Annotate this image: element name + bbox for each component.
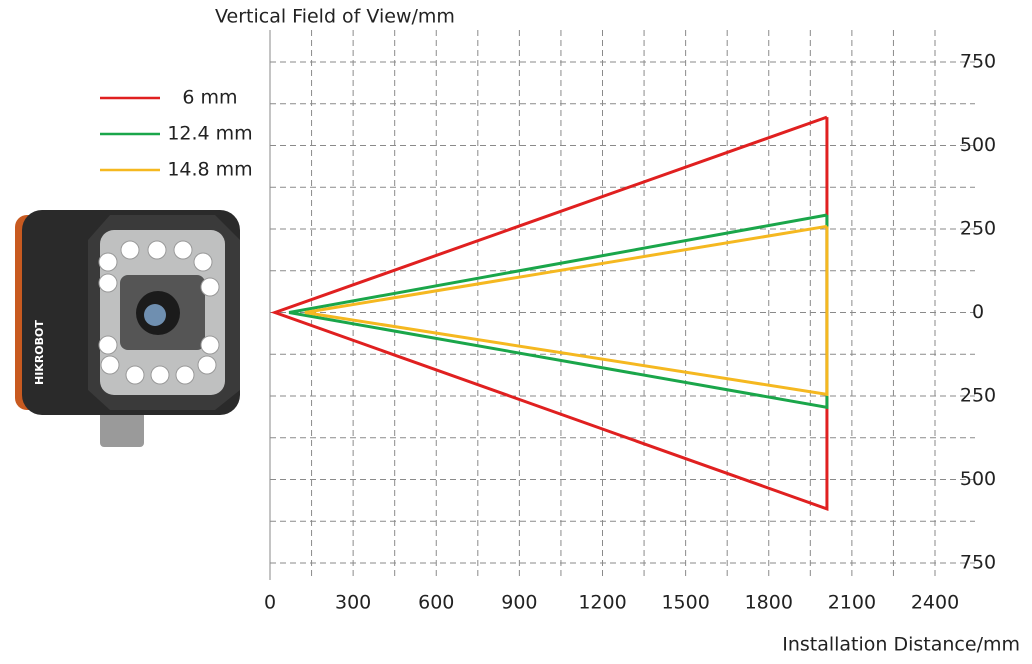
y-tick-label: 250 (960, 385, 996, 407)
legend-label: 12.4 mm (167, 123, 252, 145)
y-tick-label: 750 (960, 552, 996, 574)
x-tick-label: 1500 (661, 592, 709, 614)
x-axis-title: Installation Distance/mm (782, 634, 1020, 656)
x-tick-label: 2400 (911, 592, 959, 614)
y-tick-label: 500 (960, 468, 996, 490)
series-line (270, 115, 829, 512)
grid (269, 30, 975, 580)
leds (98, 240, 220, 385)
x-tick-label: 1200 (578, 592, 626, 614)
x-tick-label: 2100 (828, 592, 876, 614)
series-line (304, 224, 829, 397)
y-axis-title: Vertical Field of View/mm (215, 6, 455, 28)
camera: HIKROBOT (15, 210, 240, 447)
x-tick-label: 900 (501, 592, 537, 614)
x-tick-label: 600 (418, 592, 454, 614)
lens-glass (144, 304, 166, 326)
y-tick-label: 0 (972, 301, 984, 323)
y-tick-label: 750 (960, 51, 996, 73)
legend-label: 14.8 mm (167, 159, 252, 181)
y-tick-label: 250 (960, 218, 996, 240)
series-line (288, 213, 829, 410)
brand-label: HIKROBOT (33, 320, 46, 385)
legend-label: 6 mm (182, 87, 237, 109)
x-tick-label: 300 (335, 592, 371, 614)
x-tick-label: 0 (264, 592, 276, 614)
x-tick-label: 1800 (745, 592, 793, 614)
y-tick-label: 500 (960, 134, 996, 156)
connector (100, 405, 144, 447)
